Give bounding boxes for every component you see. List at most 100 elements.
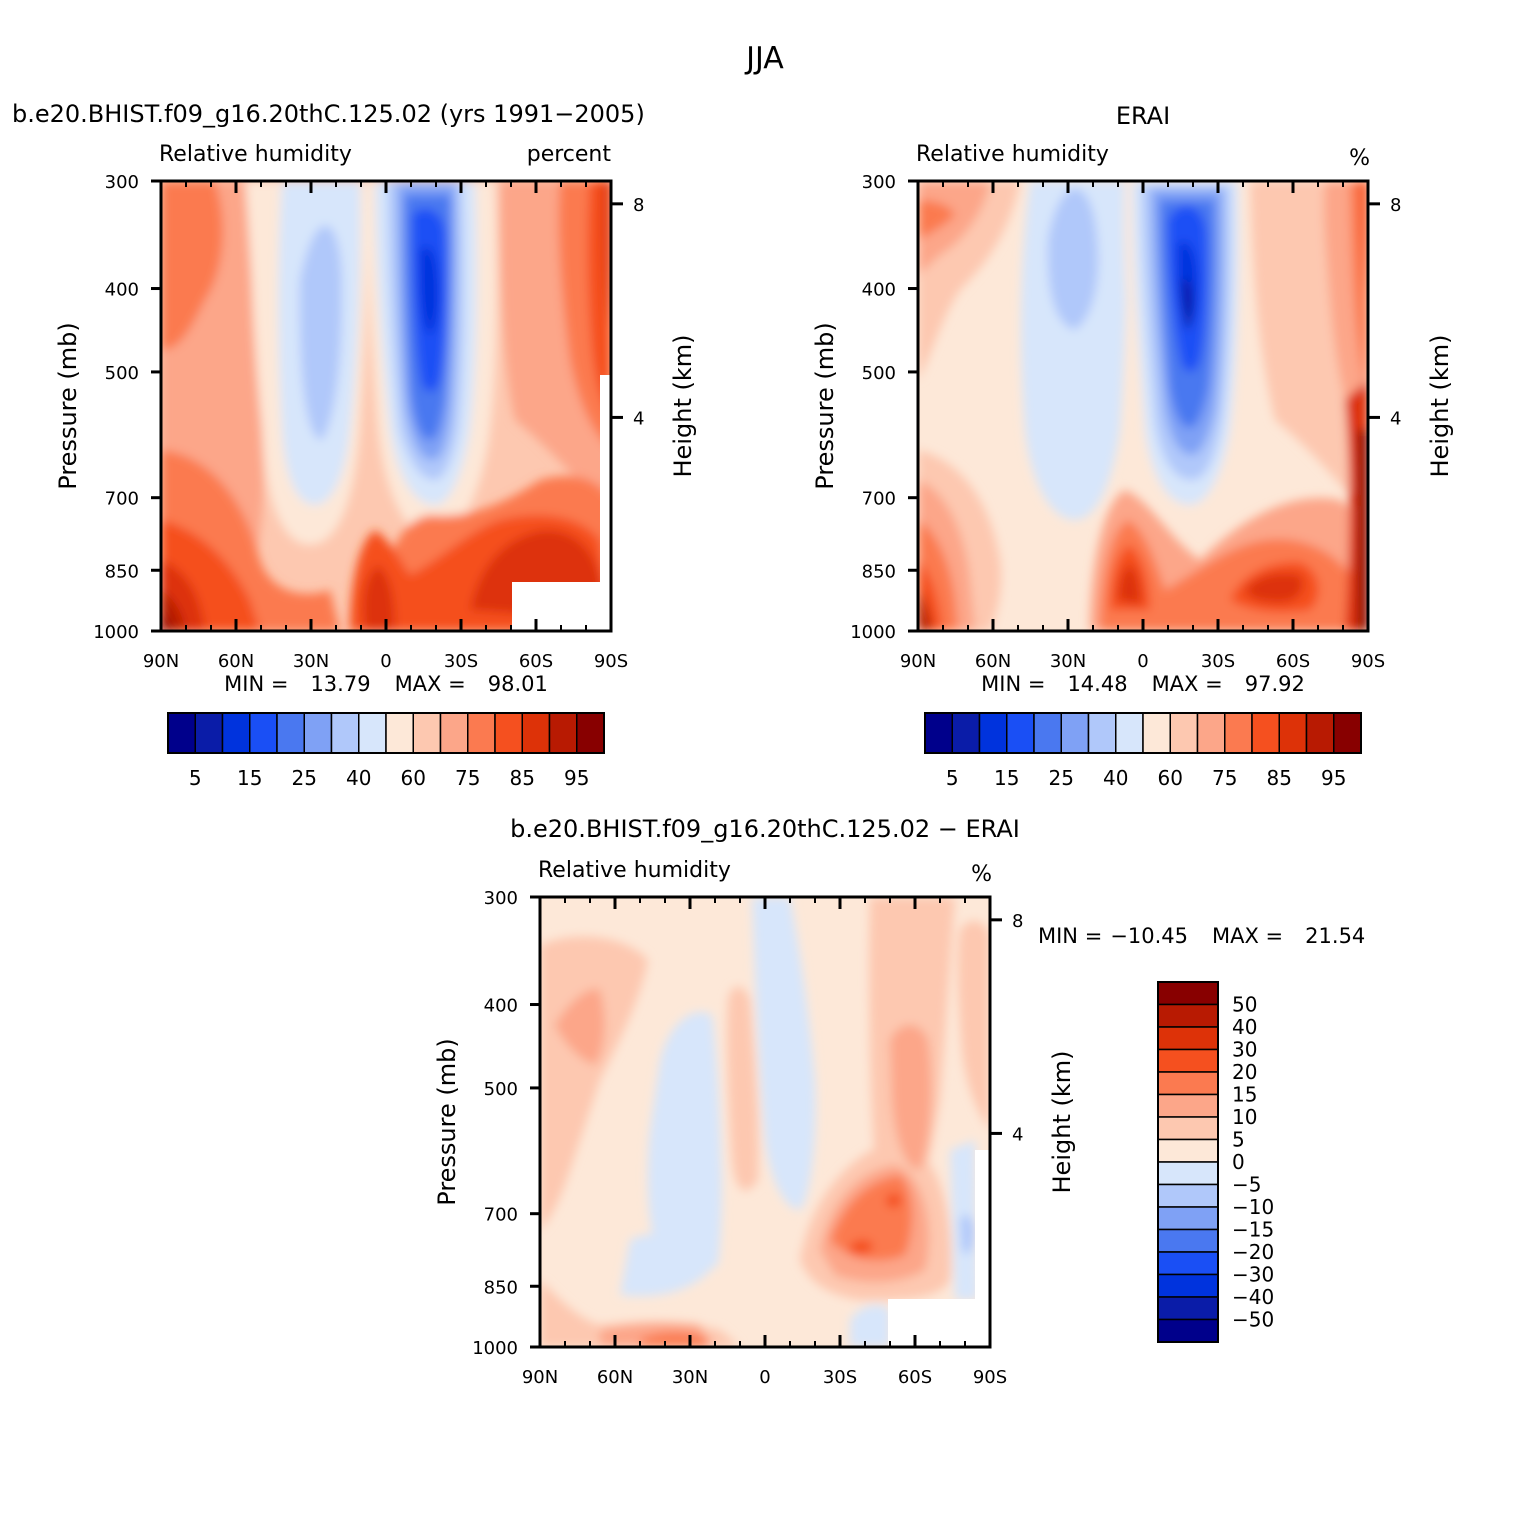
colorbar-label: 40 <box>346 766 371 790</box>
colorbar-label: 60 <box>1158 766 1183 790</box>
colorbar-swatch <box>276 712 305 754</box>
colorbar-swatch <box>1157 1183 1219 1208</box>
colorbar-swatch <box>167 712 196 754</box>
colorbar-swatch <box>1169 712 1199 754</box>
variable-label: Relative humidity <box>538 858 731 883</box>
y-tick-label: 500 <box>484 1079 518 1100</box>
colorbar-swatch <box>1142 712 1171 754</box>
x-tick-label: 0 <box>1137 651 1148 672</box>
y-axis-label: Pressure (mb) <box>433 1038 461 1205</box>
contour-field <box>540 897 990 1347</box>
colorbar-swatch <box>221 712 251 754</box>
colorbar-label: −50 <box>1232 1308 1274 1332</box>
colorbar-swatch <box>1251 712 1280 754</box>
colorbar-swatch <box>1157 1116 1219 1141</box>
colorbar-swatch <box>1087 712 1117 754</box>
x-tick-label: 60N <box>218 651 254 672</box>
units-label: % <box>1349 146 1370 171</box>
colorbar-swatch <box>521 712 551 754</box>
colorbar-label: 15 <box>1232 1083 1257 1107</box>
y-tick-label: 400 <box>862 280 896 301</box>
x-tick-label: 60N <box>597 1367 633 1388</box>
min-max-label: MIN = 13.79 MAX = 98.01 <box>224 672 548 696</box>
colorbar-swatch <box>1006 712 1035 754</box>
colorbar-label: 5 <box>946 766 959 790</box>
colorbar-swatch <box>1157 1093 1219 1118</box>
colorbar-border <box>1157 981 1219 1343</box>
x-tick-label: 30N <box>672 1367 708 1388</box>
colorbar-label: 15 <box>237 766 262 790</box>
y-tick-label: 300 <box>862 172 896 193</box>
colorbar-label: 40 <box>1103 766 1128 790</box>
colorbar: 5 15 25 40 60 75 85 95 <box>924 712 1362 790</box>
colorbar-swatch <box>439 712 469 754</box>
y-axis-right-label: Height (km) <box>1048 1051 1076 1194</box>
colorbar-swatch <box>385 712 414 754</box>
x-tick-label: 30S <box>823 1367 857 1388</box>
colorbar-swatch <box>978 712 1008 754</box>
x-tick-label: 90S <box>1351 651 1385 672</box>
y-tick-label: 700 <box>105 489 139 510</box>
height-tick-label: 8 <box>633 195 644 216</box>
panel-difference: b.e20.BHIST.f09_g16.20thC.125.02 − ERAI … <box>433 815 1365 1388</box>
min-max-label: MIN = −10.45 MAX = 21.54 <box>1038 924 1365 948</box>
colorbar-swatch <box>1157 1026 1219 1051</box>
panel-erai: ERAI Relative humidity % <box>811 102 1454 790</box>
y-axis-label: Pressure (mb) <box>811 322 839 489</box>
colorbar-border <box>167 712 605 754</box>
y-tick-label: 850 <box>484 1277 518 1298</box>
x-tick-label: 30N <box>293 651 329 672</box>
colorbar-swatch <box>951 712 981 754</box>
panel-title: ERAI <box>1116 102 1170 130</box>
colorbar-swatch <box>1278 712 1308 754</box>
colorbar-swatch <box>494 712 523 754</box>
x-tick-label: 60S <box>1276 651 1310 672</box>
x-tick-label: 90S <box>973 1367 1007 1388</box>
colorbar-swatch <box>1157 981 1219 1006</box>
colorbar-label: 5 <box>1232 1128 1245 1152</box>
colorbar-swatch <box>1157 1138 1219 1163</box>
height-tick-label: 4 <box>633 408 644 429</box>
colorbar-label: −5 <box>1232 1173 1261 1197</box>
colorbar-label: 0 <box>1232 1150 1245 1174</box>
colorbar-label: 30 <box>1232 1038 1257 1062</box>
colorbar-swatch <box>1157 1048 1219 1073</box>
height-tick-label: 8 <box>1012 911 1023 932</box>
colorbar-label: −40 <box>1232 1285 1274 1309</box>
colorbar-label: 60 <box>401 766 426 790</box>
x-tick-label: 30N <box>1050 651 1086 672</box>
colorbar-swatch <box>1157 1296 1219 1321</box>
colorbar-swatch <box>1157 1206 1219 1231</box>
colorbar-swatch <box>1060 712 1090 754</box>
y-tick-label: 700 <box>484 1205 518 1226</box>
colorbar-label: 25 <box>1049 766 1074 790</box>
colorbar-label: 15 <box>994 766 1019 790</box>
colorbar-label: 85 <box>510 766 535 790</box>
height-tick-label: 4 <box>1390 408 1401 429</box>
x-tick-label: 90N <box>143 651 179 672</box>
y-axis-right-label: Height (km) <box>1426 335 1454 478</box>
colorbar-swatch <box>1224 712 1253 754</box>
contour-field <box>161 181 611 631</box>
y-tick-label: 300 <box>105 172 139 193</box>
colorbar-label: 10 <box>1232 1105 1257 1129</box>
colorbar: 5 15 25 40 60 75 85 95 <box>167 712 605 790</box>
colorbar-swatch <box>358 712 387 754</box>
variable-label: Relative humidity <box>916 142 1109 167</box>
axes: 90N 60N 30N 0 30S 60S 90S 300 400 500 700 850 1000 8 4… <box>54 172 697 672</box>
x-tick-label: 30S <box>1201 651 1235 672</box>
colorbar-label: 25 <box>292 766 317 790</box>
colorbar-label: 20 <box>1232 1060 1257 1084</box>
y-tick-label: 850 <box>862 561 896 582</box>
colorbar-label: −10 <box>1232 1195 1274 1219</box>
x-tick-label: 30S <box>444 651 478 672</box>
colorbar-label: −30 <box>1232 1263 1274 1287</box>
panel-model: b.e20.BHIST.f09_g16.20thC.125.02 (yrs 19… <box>12 100 697 790</box>
colorbar-swatch <box>194 712 224 754</box>
colorbar-label: 95 <box>1321 766 1346 790</box>
colorbar-label: 50 <box>1232 993 1257 1017</box>
colorbar-swatch <box>1196 712 1226 754</box>
y-axis-label: Pressure (mb) <box>54 322 82 489</box>
panel-title: b.e20.BHIST.f09_g16.20thC.125.02 − ERAI <box>510 815 1020 843</box>
